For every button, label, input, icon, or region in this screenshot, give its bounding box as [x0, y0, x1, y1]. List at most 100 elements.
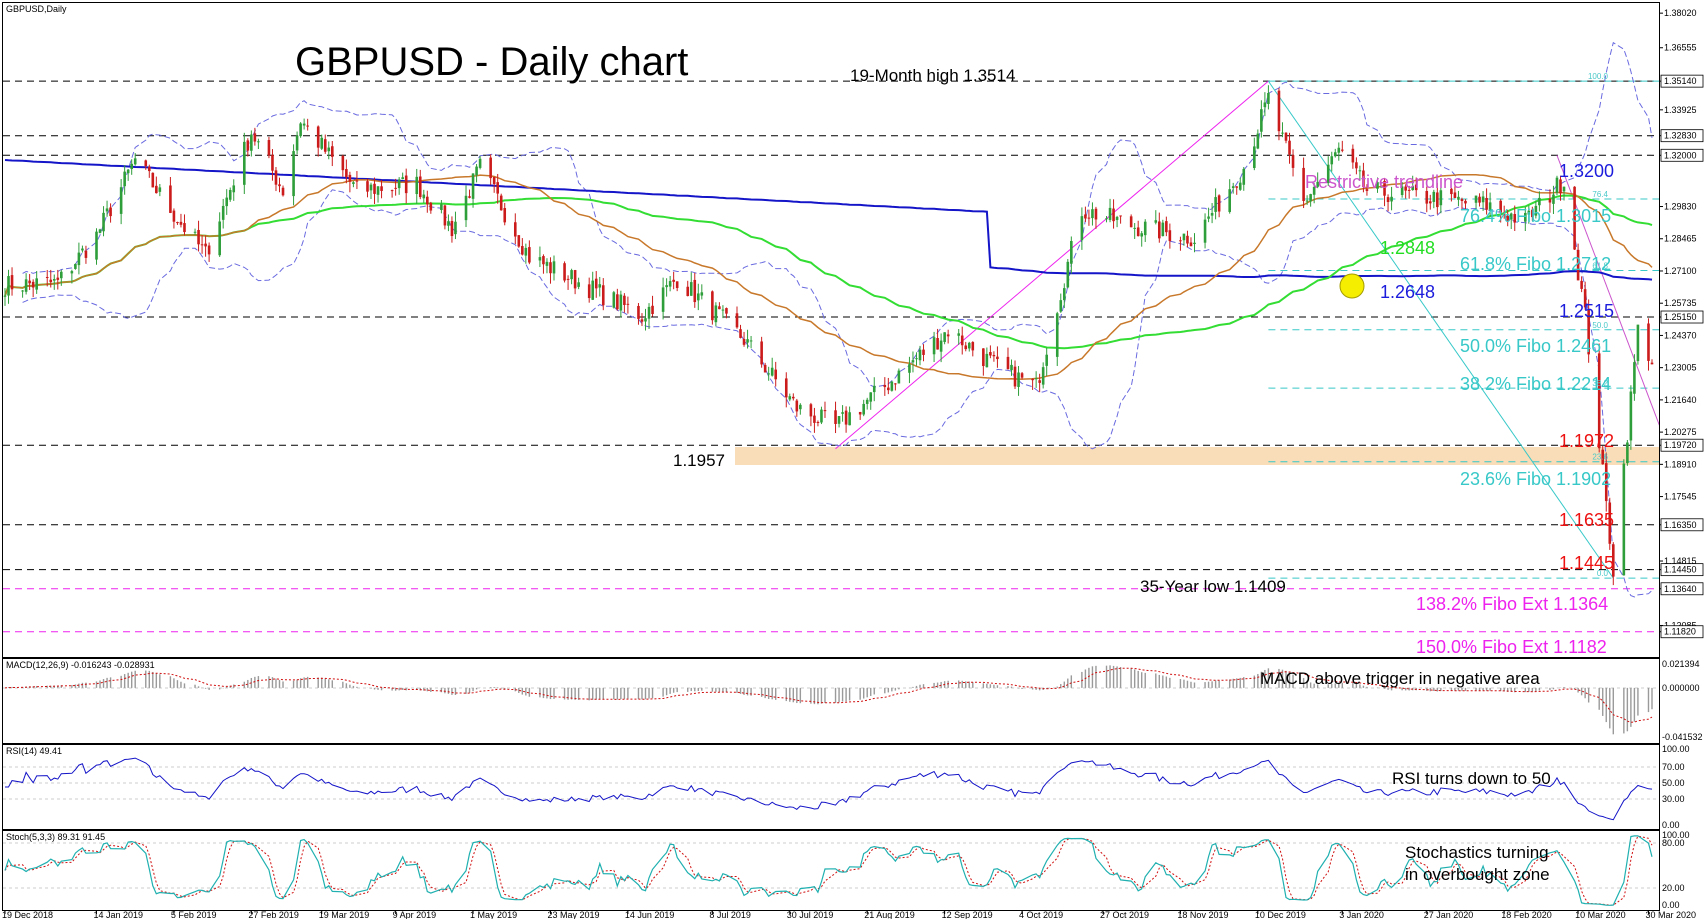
- candle-body: [1622, 463, 1626, 576]
- candle-body: [119, 187, 123, 214]
- candle-body: [1457, 196, 1460, 200]
- candle-body: [60, 271, 63, 279]
- candle-body: [74, 263, 77, 269]
- candle-body: [98, 229, 102, 233]
- candle-body: [573, 270, 577, 289]
- candle-body: [964, 345, 968, 350]
- chart-title: GBPUSD - Daily chart: [295, 40, 688, 84]
- price-label: 1.21640: [1664, 395, 1697, 405]
- label-fibo-61-8: 61.8% Fibo 1.2712: [1460, 254, 1611, 274]
- candle-body: [816, 421, 820, 423]
- candle-body: [887, 387, 890, 391]
- candle-body: [967, 342, 971, 349]
- candle-body: [918, 349, 922, 361]
- candle-body: [1168, 230, 1172, 242]
- label-sma100-1-2848: 1.2848: [1380, 238, 1435, 258]
- candle-body: [316, 126, 320, 148]
- fibonacci-level-tag: 76.4: [1592, 190, 1608, 199]
- candle-body: [897, 370, 901, 384]
- candle-body: [1094, 208, 1098, 220]
- candle-body: [253, 133, 257, 142]
- candle-body: [225, 197, 229, 207]
- candle-body: [1062, 288, 1066, 301]
- rsi-pane-frame: [2, 744, 1660, 830]
- time-label: 3 Jan 2020: [1339, 910, 1384, 919]
- candle-body: [376, 186, 380, 195]
- candle-body: [126, 169, 130, 174]
- stoch-note-line2: in overbought zone: [1405, 865, 1550, 884]
- candle-body: [770, 367, 774, 376]
- price-label: 1.38020: [1664, 8, 1697, 18]
- candle-body: [172, 210, 176, 222]
- price-label-box: [1660, 625, 1704, 639]
- candle-body: [503, 208, 507, 223]
- price-label: 1.35140: [1664, 76, 1697, 86]
- candle-body: [1238, 182, 1242, 190]
- candle-body: [1552, 194, 1555, 204]
- fibonacci-level-tag: 100.0: [1588, 72, 1609, 81]
- trend-lines: [835, 80, 1659, 579]
- candle-body: [366, 181, 369, 192]
- price-label: 1.19720: [1664, 440, 1697, 450]
- candle-body: [1390, 196, 1393, 202]
- candle-body: [1281, 132, 1284, 134]
- candle-body: [70, 271, 74, 274]
- time-label: 14 Jun 2019: [625, 910, 675, 919]
- candle-body: [1488, 202, 1492, 210]
- candle-body: [619, 294, 623, 311]
- candle-body: [278, 184, 281, 187]
- candle-body: [1006, 356, 1010, 370]
- candle-body: [1524, 212, 1527, 222]
- candle-body: [228, 190, 232, 200]
- macd-signal-line: [4, 667, 1653, 723]
- candle-body: [271, 154, 274, 171]
- candle-body: [1383, 180, 1386, 196]
- stoch-title: Stoch(5,3,3) 89.31 91.45: [6, 832, 105, 842]
- candle-body: [763, 364, 767, 373]
- candle-body: [1597, 353, 1601, 449]
- time-label: 23 May 2019: [547, 910, 599, 919]
- candle-body: [1133, 227, 1136, 229]
- candle-body: [1291, 155, 1295, 168]
- candle-body: [721, 309, 725, 311]
- candle-body: [1647, 323, 1650, 361]
- price-label-box: [1660, 582, 1704, 596]
- candle-body: [985, 353, 989, 368]
- candle-body: [858, 411, 862, 415]
- candle-body: [1143, 221, 1147, 236]
- time-label: 30 Mar 2020: [1645, 910, 1696, 919]
- time-label: 27 Feb 2019: [248, 910, 299, 919]
- time-label: 27 Oct 2019: [1100, 910, 1149, 919]
- candle-body: [1013, 366, 1017, 387]
- candle-body: [1284, 132, 1288, 141]
- candle-body: [689, 282, 693, 296]
- candle-body: [883, 384, 887, 388]
- candle-body: [348, 174, 352, 182]
- candle-body: [1485, 197, 1488, 210]
- candle-body: [1193, 242, 1196, 245]
- candle-body: [193, 231, 197, 233]
- candle-body: [369, 184, 373, 191]
- price-label-box: [1660, 148, 1704, 162]
- window-title: GBPUSD,Daily: [6, 4, 67, 14]
- candle-body: [545, 261, 549, 266]
- candle-body: [844, 410, 848, 425]
- candle-body: [133, 158, 137, 165]
- candle-body: [549, 262, 552, 274]
- candle-body: [1020, 373, 1024, 378]
- candle-body: [352, 182, 355, 184]
- candle-body: [1108, 207, 1112, 220]
- candle-body: [1228, 189, 1231, 212]
- label-1-1445: 1.1445: [1559, 553, 1614, 573]
- candle-body: [672, 279, 675, 282]
- candle-body: [1182, 233, 1186, 241]
- time-label: 30 Jul 2019: [787, 910, 834, 919]
- price-label: 1.24370: [1664, 330, 1697, 340]
- price-axis: 1.38020 1.36555 1.35140 1.33925 1.32830 1.320…: [1659, 8, 1704, 639]
- label-1-1635: 1.1635: [1559, 510, 1614, 530]
- candle-body: [1460, 199, 1464, 202]
- stoch-axis-0: 0.00: [1662, 900, 1680, 910]
- candle-body: [292, 151, 295, 197]
- candle-body: [960, 335, 964, 346]
